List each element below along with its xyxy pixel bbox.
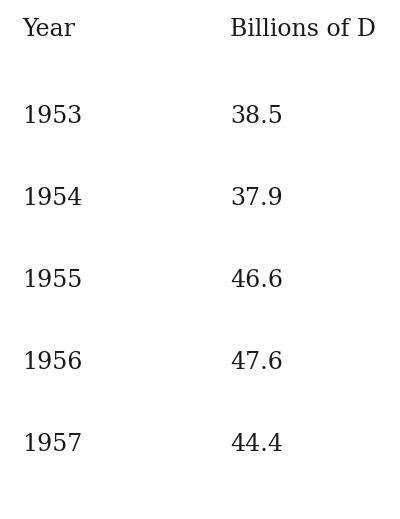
Text: 1953: 1953 (22, 105, 82, 128)
Text: 37.9: 37.9 (230, 187, 283, 210)
Text: 46.6: 46.6 (230, 269, 283, 292)
Text: Year: Year (22, 18, 75, 41)
Text: 38.5: 38.5 (230, 105, 283, 128)
Text: 1957: 1957 (22, 433, 82, 456)
Text: 1955: 1955 (22, 269, 82, 292)
Text: Billions of D: Billions of D (230, 18, 376, 41)
Text: 47.6: 47.6 (230, 351, 283, 374)
Text: 1954: 1954 (22, 187, 82, 210)
Text: 44.4: 44.4 (230, 433, 283, 456)
Text: 1956: 1956 (22, 351, 82, 374)
